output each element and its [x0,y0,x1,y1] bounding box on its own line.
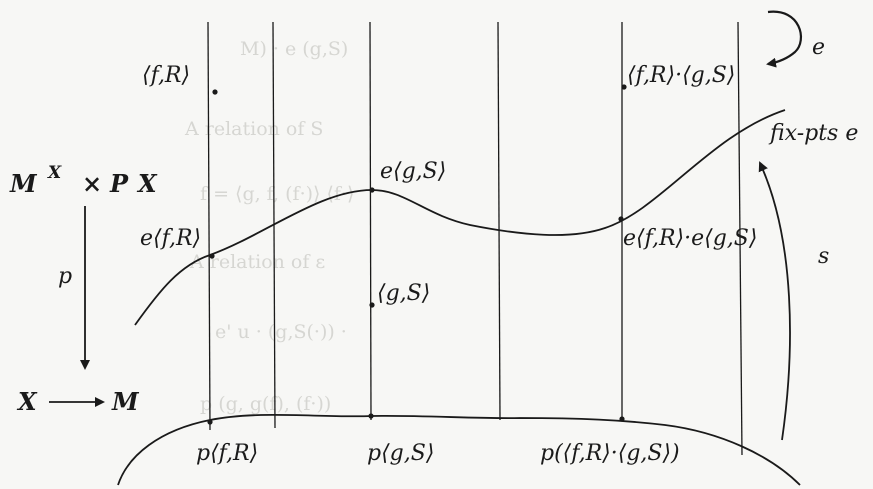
label-P: P [109,169,129,198]
label-p-fR: p⟨f,R⟩ [196,441,258,466]
points [207,84,627,425]
label-X-base: X [136,169,158,198]
svg-text:M) · e (g,S): M) · e (g,S) [240,38,348,60]
s-arrow [758,161,791,441]
label-X-superscript: X [47,163,62,183]
fibres [207,21,743,456]
label-base-X: X [16,387,38,416]
point-e-prod [618,216,624,222]
svg-text:e' u · (g,S(·)) ·: e' u · (g,S(·)) · [215,321,347,343]
bleed-through-text: M) · e (g,S) A relation of S f = ⟨g, f, … [184,38,354,415]
label-fR-gS-top: ⟨f,R⟩·⟨g,S⟩ [627,63,735,88]
point-p-prod [619,416,625,422]
label-fix-pts: fix-pts e [768,121,858,146]
label-p-gS: p⟨g,S⟩ [367,441,434,466]
svg-text:p (g, g(f), (f·)): p (g, g(f), (f·)) [200,393,331,415]
label-e-prod: e⟨f,R⟩·e⟨g,S⟩ [623,226,757,251]
fibre-line [737,21,743,456]
point-fR [212,89,218,95]
label-gS-mid: ⟨g,S⟩ [377,281,430,306]
label-base-M: M [111,387,140,416]
label-M: M [9,169,38,198]
label-e-loop: e [812,35,825,60]
section-curve [134,109,786,326]
label-times: × [82,169,102,198]
label-e-gS: e⟨g,S⟩ [380,159,446,184]
svg-text:f = ⟨g, f, (f·)⟩ ⟨f·⟩: f = ⟨g, f, (f·)⟩ ⟨f·⟩ [200,183,354,205]
label-s: s [818,244,829,269]
svg-text:A relation of S: A relation of S [184,118,323,140]
e-loop-arrow [766,10,803,68]
label-fR-top: ⟨f,R⟩ [142,63,190,88]
point-fR-gS [621,84,627,90]
label-e-fR: e⟨f,R⟩ [140,226,201,251]
label-p-prod: p(⟨f,R⟩·⟨g,S⟩) [540,441,680,466]
point-e-fR [209,253,215,259]
product-space-label: M X × P X [9,163,158,198]
base-curve [117,413,801,486]
point-e-gS [369,187,375,193]
point-p-gS [368,413,374,419]
point-p-fR [207,419,213,425]
point-gS [369,302,375,308]
fibre-line [369,21,372,421]
fibre-line [497,21,501,421]
label-p: p [58,264,72,289]
svg-text:A relation of ε: A relation of ε [189,251,325,273]
fibre-line [207,21,211,431]
